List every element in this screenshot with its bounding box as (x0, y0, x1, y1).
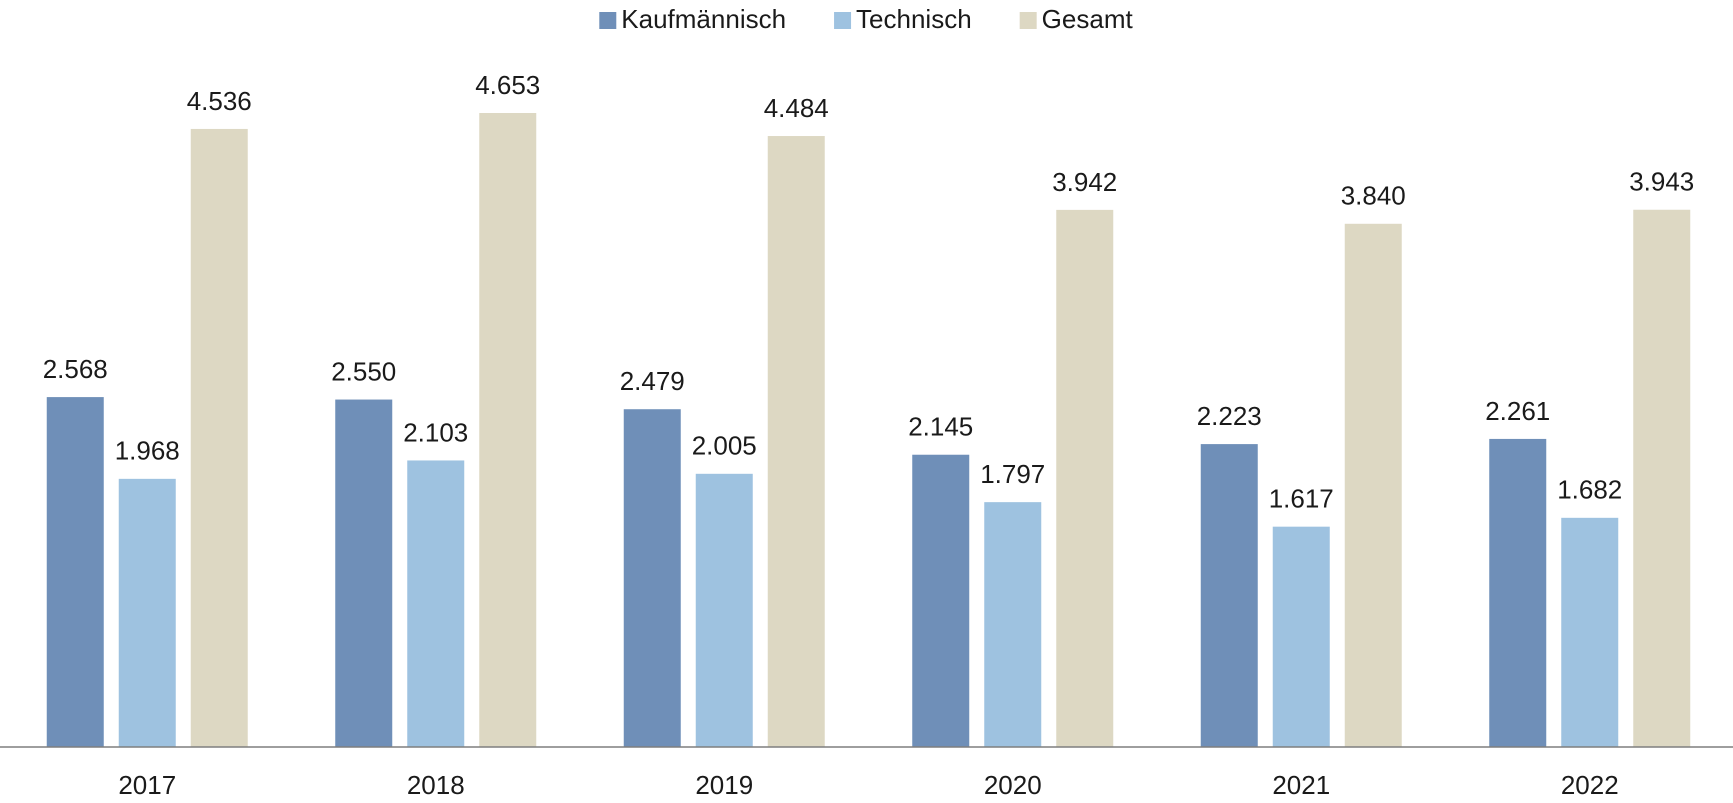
data-label: 3.840 (1341, 181, 1406, 211)
legend: Kaufmännisch Technisch Gesamt (599, 4, 1133, 34)
bar (984, 502, 1042, 747)
bar (335, 399, 393, 747)
bar (190, 128, 248, 748)
legend-swatch (1019, 12, 1037, 29)
x-tick-label: 2019 (695, 770, 753, 800)
data-label: 2.103 (403, 417, 468, 447)
data-label: 2.005 (692, 431, 757, 461)
legend-swatch (834, 12, 852, 29)
data-label: 2.479 (620, 366, 685, 396)
bar (1272, 526, 1330, 747)
data-label: 2.223 (1197, 401, 1262, 431)
bar (695, 473, 753, 747)
x-tick-label: 2022 (1561, 770, 1619, 800)
x-tick-label: 2021 (1272, 770, 1330, 800)
legend-label: Technisch (856, 4, 972, 34)
x-tick-label: 2018 (407, 770, 465, 800)
bar (1344, 223, 1402, 748)
data-label: 4.484 (764, 93, 829, 123)
bar (46, 397, 104, 747)
data-label: 2.568 (43, 354, 108, 384)
data-label: 4.536 (187, 86, 252, 116)
legend-label: Gesamt (1042, 4, 1134, 34)
data-label: 3.943 (1629, 167, 1694, 197)
bar (1489, 438, 1547, 747)
bar (767, 136, 825, 748)
bar (1561, 517, 1619, 747)
bar (623, 409, 681, 747)
x-tick-label: 2017 (118, 770, 176, 800)
x-tick-label: 2020 (984, 770, 1042, 800)
bar (1200, 444, 1258, 747)
data-label: 1.682 (1557, 475, 1622, 505)
bar (118, 478, 176, 747)
data-label: 2.145 (908, 412, 973, 442)
data-label: 1.797 (980, 459, 1045, 489)
data-label: 3.942 (1052, 167, 1117, 197)
data-label: 1.617 (1269, 484, 1334, 514)
data-label: 1.968 (115, 436, 180, 466)
data-label: 2.261 (1485, 396, 1550, 426)
data-label: 4.653 (475, 70, 540, 100)
bar (912, 454, 970, 747)
bar (479, 113, 537, 747)
bar (1633, 209, 1691, 747)
bar (1056, 209, 1114, 747)
legend-swatch (599, 12, 617, 29)
data-label: 2.550 (331, 356, 396, 386)
bar (407, 460, 465, 747)
legend-label: Kaufmännisch (621, 4, 786, 34)
